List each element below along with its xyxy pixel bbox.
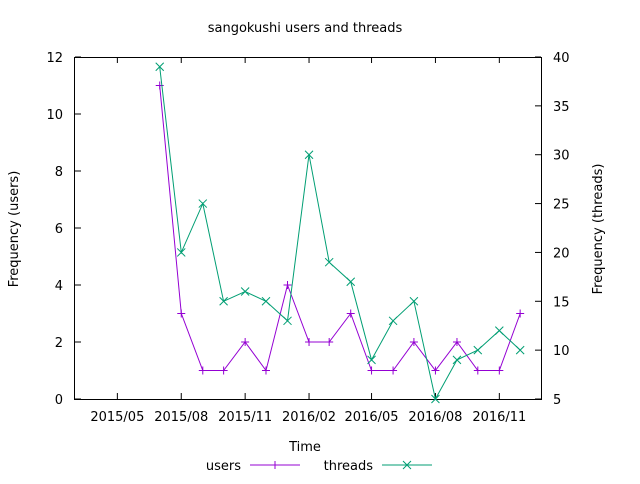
data-point-users [198,366,207,375]
y-axis-label-left: Frequency (users) [7,171,22,288]
x-tick-label: 2016/02 [282,410,336,425]
data-point-users [346,309,355,318]
y-right-tick-label: 25 [553,198,570,213]
y-right-tick-label: 35 [553,100,570,115]
legend-marker-users [271,461,279,469]
x-tick-label: 2016/05 [345,410,399,425]
data-point-users [325,338,334,346]
data-point-users [367,366,376,375]
data-point-threads [452,355,462,365]
y-axis-label-right: Frequency (threads) [591,164,606,295]
data-point-users [409,338,418,346]
data-point-users [177,309,186,318]
data-point-threads [494,326,504,335]
data-point-users [155,81,164,90]
legend-label-threads: threads [324,459,374,474]
data-point-threads [261,296,271,306]
data-point-users [452,338,461,346]
y-left-tick-label: 4 [55,279,63,294]
legend-label-users: users [206,459,241,474]
y-left-tick-label: 12 [46,51,63,66]
x-axis-label: Time [288,440,321,455]
y-right-tick-label: 20 [553,246,570,261]
chart-title: sangokushi users and threads [208,21,403,36]
data-point-users [241,338,250,346]
y-left-tick-label: 8 [55,165,63,180]
data-point-threads [409,296,419,306]
data-point-users [305,338,314,346]
axes: 0 2 4 6 8 10 12 5 10 15 20 25 30 35 40 2015/05 2015/08 20… [46,51,569,425]
plot-area-border [74,57,542,400]
x-tick-label: 2015/08 [154,410,208,425]
data-point-threads [346,277,356,287]
x-tick-label: 2016/08 [408,410,462,425]
y-left-tick-label: 0 [55,393,63,408]
y-left-tick-label: 10 [46,108,63,123]
data-point-threads [155,62,165,72]
y-right-tick-label: 40 [553,51,570,66]
data-point-threads [304,150,314,160]
series-group [155,62,525,404]
data-point-threads [176,248,186,257]
y-right-tick-label: 15 [553,295,570,310]
data-point-users [283,281,292,289]
y-left-tick-label: 6 [55,222,63,237]
data-point-threads [324,257,334,267]
data-point-threads [367,355,376,365]
series-line-users [159,85,521,372]
x-tick-label: 2015/05 [90,410,144,425]
y-right-tick-label: 5 [553,393,561,408]
data-point-threads [219,296,228,306]
data-point-threads [198,199,208,208]
data-point-threads [388,316,398,326]
data-point-users [516,309,525,318]
data-point-threads [431,394,440,404]
data-point-users [261,366,270,375]
data-point-threads [240,287,250,296]
data-point-users [389,366,398,375]
legend-marker-threads [402,460,412,470]
legend: users threads [206,459,432,474]
data-point-users [431,366,440,375]
data-point-threads [515,345,525,355]
y-right-tick-label: 30 [553,149,570,164]
series-line-threads [159,66,521,401]
x-tick-label: 2016/11 [472,410,526,425]
data-point-users [495,366,504,375]
x-tick-label: 2015/11 [218,410,272,425]
data-point-threads [283,316,292,326]
y-left-tick-label: 2 [55,336,63,351]
data-point-threads [473,345,483,355]
data-point-users [473,366,482,375]
y-right-tick-label: 10 [553,344,570,359]
data-point-users [219,366,228,375]
